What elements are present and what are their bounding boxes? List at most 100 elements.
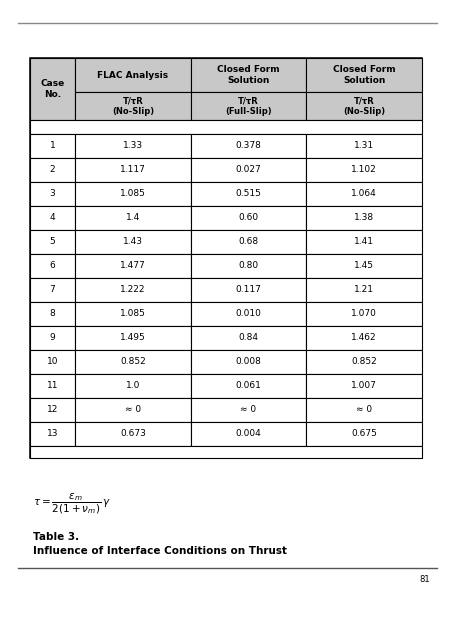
Bar (306, 134, 422, 158)
Text: 2: 2 (50, 166, 56, 175)
Text: 13: 13 (47, 429, 58, 438)
Text: ≈ 0: ≈ 0 (356, 406, 372, 415)
Text: Case
No.: Case No. (40, 79, 65, 99)
Bar (75, 92, 191, 120)
Bar (30, 350, 75, 374)
Text: 1.38: 1.38 (354, 214, 374, 223)
Text: 1.085: 1.085 (120, 310, 146, 319)
Bar (75, 398, 191, 422)
Text: 8: 8 (50, 310, 56, 319)
Text: 1: 1 (50, 141, 56, 150)
Bar (191, 350, 306, 374)
Text: FLAC Analysis: FLAC Analysis (97, 70, 168, 79)
Text: 0.675: 0.675 (351, 429, 377, 438)
Bar (30, 158, 75, 182)
Bar (75, 350, 191, 374)
Text: 0.027: 0.027 (236, 166, 262, 175)
Text: 0.84: 0.84 (238, 333, 258, 342)
Text: 0.378: 0.378 (236, 141, 262, 150)
Bar (30, 398, 75, 422)
Bar (306, 92, 422, 120)
Bar (191, 398, 306, 422)
Text: 0.60: 0.60 (238, 214, 258, 223)
Bar (30, 58, 422, 458)
Text: 12: 12 (47, 406, 58, 415)
Bar (75, 134, 191, 158)
Text: 1.222: 1.222 (120, 285, 146, 294)
Bar (306, 58, 422, 92)
Text: 1.477: 1.477 (120, 262, 146, 271)
Bar (306, 206, 422, 230)
Bar (191, 134, 306, 158)
Bar (30, 302, 75, 326)
Bar (191, 374, 306, 398)
Text: 0.80: 0.80 (238, 262, 258, 271)
Text: 0.852: 0.852 (351, 358, 377, 367)
Bar (191, 58, 306, 92)
Text: 1.070: 1.070 (351, 310, 377, 319)
Bar (75, 254, 191, 278)
Text: 1.085: 1.085 (120, 189, 146, 198)
Text: 81: 81 (420, 575, 430, 584)
Bar (30, 134, 75, 158)
Text: T/τR
(Full-Slip): T/τR (Full-Slip) (225, 96, 272, 116)
Bar (306, 422, 422, 446)
Bar (75, 326, 191, 350)
Bar (191, 206, 306, 230)
Bar (306, 230, 422, 254)
Text: 1.41: 1.41 (354, 237, 374, 246)
Text: 1.0: 1.0 (126, 381, 140, 390)
Bar (306, 398, 422, 422)
Bar (306, 182, 422, 206)
Text: 9: 9 (50, 333, 56, 342)
Bar (75, 58, 191, 92)
Text: ≈ 0: ≈ 0 (125, 406, 141, 415)
Text: 0.004: 0.004 (236, 429, 262, 438)
Bar (191, 302, 306, 326)
Bar (306, 278, 422, 302)
Text: 1.102: 1.102 (351, 166, 377, 175)
Text: 1.33: 1.33 (123, 141, 143, 150)
Bar (306, 326, 422, 350)
Text: T/τR
(No-Slip): T/τR (No-Slip) (112, 96, 154, 116)
Text: 4: 4 (50, 214, 56, 223)
Bar (306, 374, 422, 398)
Text: 7: 7 (50, 285, 56, 294)
Bar (30, 230, 75, 254)
Bar (30, 58, 75, 120)
Text: 0.515: 0.515 (236, 189, 262, 198)
Text: 0.68: 0.68 (238, 237, 258, 246)
Bar (30, 254, 75, 278)
Text: $\tau = \dfrac{\varepsilon_m}{2(1+\nu_m)}\,\gamma$: $\tau = \dfrac{\varepsilon_m}{2(1+\nu_m)… (33, 492, 111, 516)
Bar (191, 230, 306, 254)
Bar (75, 422, 191, 446)
Text: 1.43: 1.43 (123, 237, 143, 246)
Bar (306, 254, 422, 278)
Bar (306, 350, 422, 374)
Text: 6: 6 (50, 262, 56, 271)
Bar (30, 446, 422, 458)
Text: 0.008: 0.008 (236, 358, 262, 367)
Text: 10: 10 (47, 358, 58, 367)
Bar (306, 302, 422, 326)
Text: 0.673: 0.673 (120, 429, 146, 438)
Text: Closed Form
Solution: Closed Form Solution (333, 65, 395, 84)
Text: 1.064: 1.064 (351, 189, 377, 198)
Text: Table 3.: Table 3. (33, 532, 79, 542)
Bar (191, 182, 306, 206)
Text: 11: 11 (47, 381, 58, 390)
Bar (30, 278, 75, 302)
Bar (191, 92, 306, 120)
Bar (30, 120, 422, 134)
Bar (191, 326, 306, 350)
Text: 1.117: 1.117 (120, 166, 146, 175)
Bar (191, 278, 306, 302)
Bar (191, 422, 306, 446)
Text: 1.495: 1.495 (120, 333, 146, 342)
Text: Closed Form
Solution: Closed Form Solution (217, 65, 280, 84)
Bar (75, 278, 191, 302)
Bar (191, 158, 306, 182)
Bar (75, 158, 191, 182)
Text: 1.4: 1.4 (126, 214, 140, 223)
Bar (75, 230, 191, 254)
